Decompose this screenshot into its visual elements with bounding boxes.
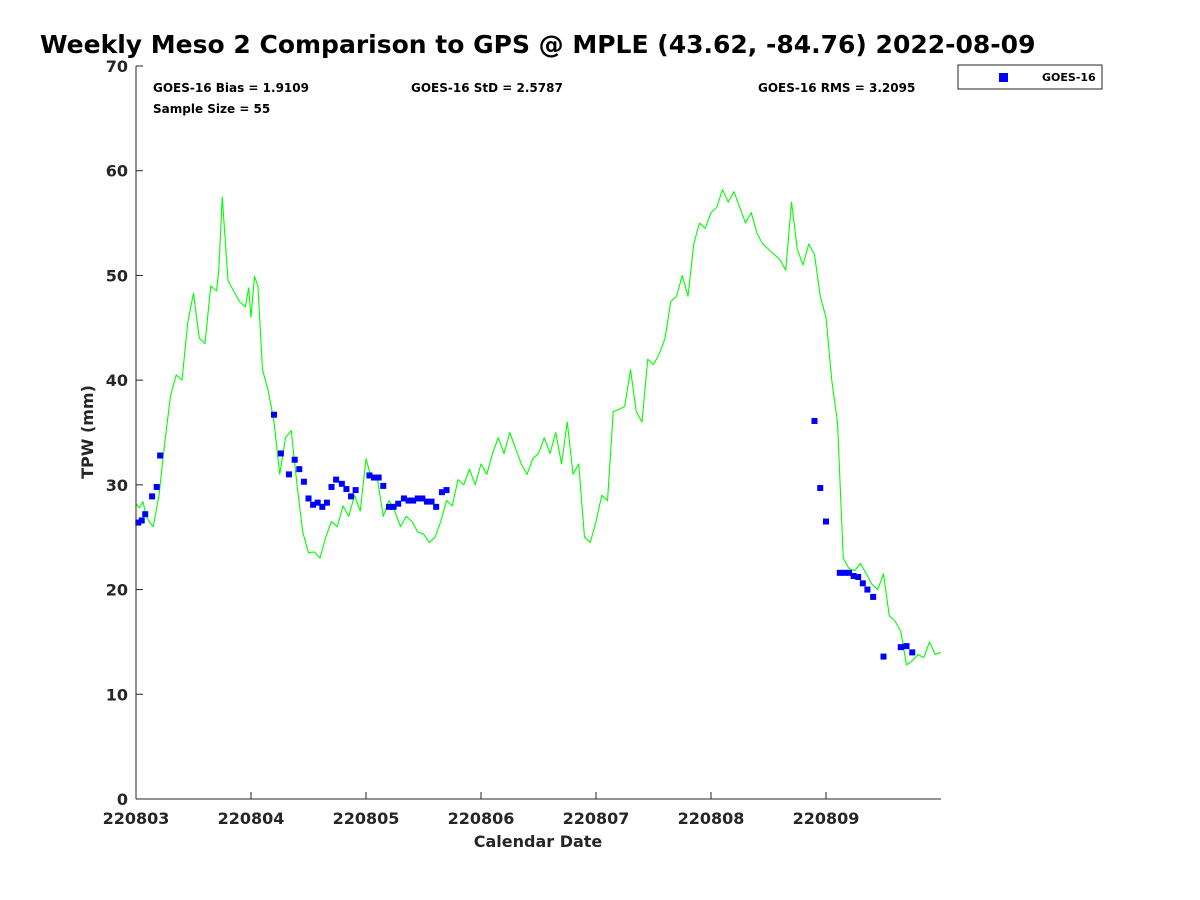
goes-point <box>855 574 862 581</box>
goes-point <box>823 518 829 525</box>
y-tick-label: 60 <box>106 162 128 181</box>
legend-box <box>957 64 1103 90</box>
goes-point <box>859 580 866 587</box>
chart-title: Weekly Meso 2 Comparison to GPS @ MPLE (… <box>40 30 1036 59</box>
goes-point <box>296 466 303 473</box>
goes-point <box>135 519 142 526</box>
y-tick-label: 20 <box>106 581 128 600</box>
goes-point <box>375 474 382 481</box>
goes-point <box>410 497 417 504</box>
y-axis-label: TPW (mm) <box>78 385 97 479</box>
axes <box>135 66 941 800</box>
goes-point <box>836 569 843 576</box>
goes-point <box>870 593 877 600</box>
goes-point <box>419 495 426 502</box>
goes-point <box>277 450 284 457</box>
goes-point <box>428 498 435 505</box>
goes-point <box>386 503 392 510</box>
goes-point <box>811 417 818 424</box>
goes-point <box>300 478 307 485</box>
goes-point <box>348 493 355 500</box>
x-tick-label: 220807 <box>563 809 630 828</box>
goes-point <box>371 474 378 481</box>
goes-point <box>880 653 887 660</box>
goes-point <box>380 482 387 489</box>
goes-point <box>338 480 345 487</box>
goes-point <box>333 476 340 483</box>
goes-point <box>443 487 450 494</box>
goes-point <box>846 569 852 576</box>
goes-point <box>142 511 149 518</box>
goes-point <box>395 500 402 507</box>
goes-point <box>817 484 824 491</box>
goes-point <box>319 503 326 510</box>
goes-point <box>897 644 904 651</box>
goes-point <box>864 586 871 593</box>
goes-point <box>153 483 160 490</box>
goes-point <box>400 495 407 502</box>
x-tick-label: 220808 <box>678 809 745 828</box>
goes-point <box>291 456 298 463</box>
y-tick-label: 40 <box>106 371 128 390</box>
x-axis-label: Calendar Date <box>474 832 603 851</box>
goes-point <box>414 495 421 502</box>
goes-point <box>314 499 321 506</box>
gps-series-layer <box>135 189 942 666</box>
goes-point <box>352 487 359 494</box>
legend: GOES-16 <box>957 64 1103 90</box>
legend-marker <box>999 73 1008 82</box>
goes-point <box>903 643 910 650</box>
goes-point <box>157 452 164 459</box>
goes-point <box>310 501 317 508</box>
goes-point <box>390 503 397 510</box>
goes-point <box>271 411 277 418</box>
sample-size-stat: Sample Size = 55 <box>153 102 270 116</box>
x-tick-label: 220806 <box>448 809 515 828</box>
goes-point <box>405 497 412 504</box>
goes-point <box>328 483 335 490</box>
goes-point <box>366 472 373 479</box>
x-tick-label: 220805 <box>333 809 400 828</box>
y-tick-label: 0 <box>117 790 128 809</box>
goes-point <box>433 503 440 510</box>
rms-stat: GOES-16 RMS = 3.2095 <box>758 81 915 95</box>
goes-point <box>323 499 330 506</box>
goes-point <box>149 493 156 500</box>
goes-point <box>841 569 848 576</box>
x-tick-label: 220809 <box>793 809 860 828</box>
y-tick-label: 10 <box>106 685 128 704</box>
goes-point <box>343 486 350 493</box>
y-tick-label: 70 <box>106 57 128 76</box>
goes-point <box>285 471 292 478</box>
x-tick-label: 220804 <box>218 809 285 828</box>
goes-point <box>438 489 445 496</box>
x-tick-label: 220803 <box>103 809 170 828</box>
gps-series-line <box>135 189 942 666</box>
goes-series-layer <box>135 411 916 660</box>
y-tick-label: 50 <box>106 266 128 285</box>
std-stat: GOES-16 StD = 2.5787 <box>411 81 563 95</box>
goes-point <box>305 495 312 502</box>
legend-label: GOES-16 <box>1042 71 1096 84</box>
y-ticks: 0 10 20 30 40 50 60 70 <box>106 57 143 809</box>
bias-stat: GOES-16 Bias = 1.9109 <box>153 81 309 95</box>
goes-point <box>138 517 145 524</box>
goes-point <box>423 498 430 505</box>
goes-point <box>850 572 857 579</box>
x-ticks: 220803 220804 220805 220806 220807 220808 2208… <box>103 792 860 828</box>
goes-point <box>909 649 916 656</box>
y-tick-label: 30 <box>106 476 128 495</box>
